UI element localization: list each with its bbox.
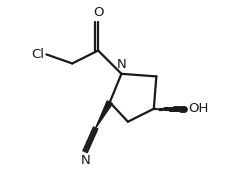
Polygon shape — [96, 101, 112, 128]
Text: OH: OH — [188, 102, 208, 115]
Text: N: N — [117, 58, 126, 71]
Text: O: O — [93, 6, 103, 19]
Text: Cl: Cl — [31, 48, 44, 61]
Text: N: N — [80, 154, 90, 167]
